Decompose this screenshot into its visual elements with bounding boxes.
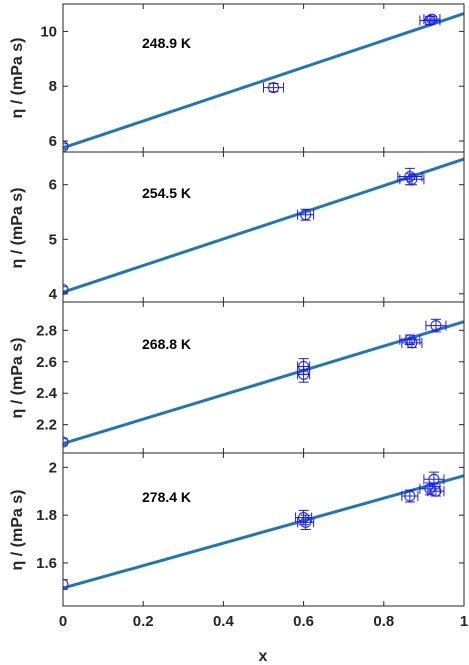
y-tick-label: 10 (40, 23, 57, 40)
data-marker (298, 368, 310, 380)
data-marker (300, 209, 312, 221)
panel-3-fit-line (63, 320, 464, 445)
panel-2-point-1 (63, 283, 69, 295)
y-tick-label: 2.4 (36, 385, 58, 402)
data-marker (406, 337, 418, 349)
data-marker (428, 473, 440, 485)
y-tick-label: 2.6 (36, 354, 57, 371)
x-tick-label: 0.4 (213, 613, 235, 630)
y-tick-label: 4 (49, 286, 58, 303)
x-tick-label: 0.2 (133, 613, 154, 630)
panel-3-background (63, 302, 464, 453)
data-marker (404, 490, 416, 502)
y-tick-label: 2.8 (36, 322, 57, 339)
panel-3-plot: 2.2 2.4 2.6 2.8 268.8 K (36, 301, 465, 454)
y-tick-label: 2.2 (36, 417, 57, 434)
panel-2-point-3 (397, 167, 423, 186)
panel-4-point-3 (297, 514, 315, 530)
panel-4-point-7 (427, 485, 445, 497)
x-axis-label: x (259, 648, 268, 665)
panel-4-point-5 (419, 482, 441, 496)
panel-4-ylabel: η / (mPa s) (9, 490, 26, 571)
data-marker (63, 141, 69, 152)
panel-1-point-4 (423, 13, 441, 25)
panel-4-axes-box (62, 452, 465, 607)
x-tick-label: 0.6 (293, 613, 314, 630)
data-marker (63, 436, 69, 448)
x-tick-label: 0.8 (373, 613, 394, 630)
y-tick-label: 5 (49, 231, 57, 248)
data-marker (424, 483, 436, 495)
panel-4-point-6 (423, 471, 445, 487)
panel-3-point-1 (63, 436, 69, 448)
data-marker (268, 82, 280, 94)
panel-2-point-2 (297, 208, 315, 221)
y-tick-label: 2 (49, 459, 57, 476)
panel-4-fit-line (63, 474, 464, 590)
panel-2: η / (mPa s) (9, 188, 26, 269)
panel-3-point-5 (401, 337, 423, 349)
panel-3-ylabel: η / (mPa s) (9, 338, 26, 419)
panel-1-point-1 (63, 141, 69, 152)
panel-4-point-1 (63, 578, 69, 590)
panel-3: η / (mPa s) (9, 338, 26, 419)
data-marker (63, 283, 69, 295)
panel-2-plot: 4 5 6 254.5 K (49, 151, 465, 303)
data-marker (404, 171, 416, 183)
x-tick-label: 1 (460, 613, 468, 630)
panel-4-temperature-label: 278.4 K (142, 489, 191, 505)
panel-1-background (63, 4, 464, 152)
y-tick-label: 1.6 (36, 555, 57, 572)
data-marker (300, 516, 312, 528)
data-marker (426, 13, 438, 25)
data-marker (406, 173, 418, 185)
data-marker (430, 485, 442, 497)
panel-2-fit-line (63, 157, 464, 294)
y-tick-label: 1.8 (36, 507, 57, 524)
panel-3-point-6 (425, 318, 447, 333)
panel-2-temperature-label: 254.5 K (142, 185, 191, 201)
panel-2-point-4 (399, 173, 425, 186)
data-marker (424, 14, 436, 26)
panel-4: η / (mPa s) (9, 490, 26, 571)
panel-1-ylabel: η / (mPa s) (9, 38, 26, 119)
panel-1-fit-line (63, 12, 464, 150)
panel-4-plot: 1.6 1.8 2 0 0.2 0.4 0.6 0.8 1 278.4 K (36, 452, 468, 630)
panel-1-plot: 6 8 10 248.9 K (40, 3, 465, 153)
panel-1: η / (mPa s) (9, 38, 26, 119)
y-tick-label: 6 (49, 133, 57, 150)
x-tick-label: 0 (59, 613, 67, 630)
data-marker (404, 334, 416, 346)
data-marker (63, 578, 69, 590)
y-tick-label: 6 (49, 177, 57, 194)
data-marker (430, 320, 442, 332)
panel-2-ylabel: η / (mPa s) (9, 188, 26, 269)
panel-3-temperature-label: 268.8 K (142, 336, 191, 352)
panel-4-point-4 (401, 489, 419, 503)
panel-3-point-3 (297, 365, 311, 383)
panel-1-temperature-label: 248.9 K (142, 35, 191, 51)
y-tick-label: 8 (49, 78, 57, 95)
panel-4-background (63, 453, 464, 606)
panel-1-point-2 (263, 82, 285, 94)
